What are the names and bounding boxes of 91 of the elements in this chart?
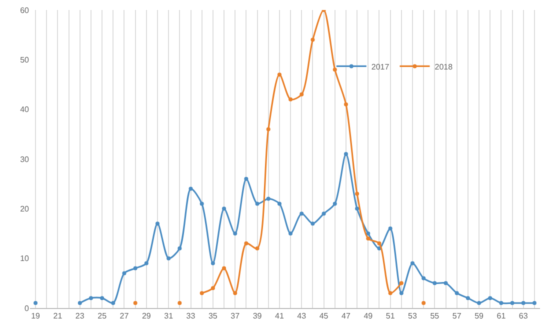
y-tick-label: 40: [20, 105, 30, 114]
x-tick-label: 49: [364, 312, 374, 321]
point: [344, 152, 348, 156]
x-tick-label: 27: [120, 312, 130, 321]
point: [521, 301, 526, 306]
point: [277, 72, 282, 77]
y-tick-label: 30: [20, 154, 30, 164]
point: [288, 97, 293, 102]
point: [366, 232, 370, 236]
x-tick-label: 35: [208, 312, 218, 321]
point: [88, 296, 93, 300]
point: [332, 68, 337, 72]
legend-label: 2017: [371, 62, 390, 72]
point: [322, 212, 326, 216]
point: [244, 241, 248, 246]
y-tick-label: 60: [20, 6, 30, 15]
point: [510, 301, 514, 306]
point: [244, 176, 248, 181]
x-tick-label: 63: [518, 312, 528, 321]
point: [111, 301, 116, 306]
point: [233, 291, 238, 296]
point: [200, 291, 204, 296]
point: [310, 38, 315, 42]
x-tick-label: 21: [53, 312, 63, 321]
point: [499, 301, 504, 306]
point: [133, 266, 138, 270]
point: [310, 222, 315, 226]
x-tick-label: 39: [252, 312, 262, 321]
x-tick-label: 59: [474, 312, 484, 321]
point: [266, 127, 270, 132]
y-tick-label: 20: [20, 204, 30, 214]
point: [399, 291, 404, 296]
point: [532, 301, 536, 306]
point: [255, 202, 260, 206]
x-tick-label: 61: [496, 312, 506, 321]
x-tick-label: 19: [31, 312, 41, 321]
point: [210, 286, 215, 290]
point: [100, 296, 104, 300]
point: [377, 241, 382, 246]
x-tick-label: 43: [297, 312, 307, 321]
legend-label: 2018: [434, 62, 454, 72]
point: [233, 232, 238, 236]
x-tick-label: 41: [275, 312, 284, 321]
x-tick-label: 51: [386, 312, 396, 321]
point: [288, 232, 293, 236]
x-tick-label: 33: [186, 312, 196, 321]
x-tick-label: 37: [230, 312, 240, 321]
point: [410, 261, 414, 266]
point: [200, 202, 204, 206]
point: [300, 92, 304, 96]
point: [222, 266, 226, 270]
point: [355, 206, 360, 211]
point: [78, 301, 82, 306]
y-tick-label: 10: [20, 254, 30, 264]
x-tick-label: 45: [319, 312, 329, 321]
x-tick-label: 55: [430, 312, 440, 321]
point: [399, 281, 404, 286]
point: [332, 202, 337, 206]
x-tick-label: 57: [452, 312, 462, 321]
point: [366, 236, 370, 240]
point: [266, 196, 270, 201]
y-tick-label: 50: [20, 55, 30, 64]
x-tick-label: 29: [142, 312, 152, 321]
point: [388, 226, 392, 231]
point: [454, 291, 459, 296]
point: [255, 246, 260, 250]
point: [156, 222, 160, 226]
point: [422, 276, 426, 280]
point: [222, 206, 226, 211]
point: [300, 212, 304, 216]
point: [444, 281, 448, 286]
point: [178, 246, 182, 250]
x-tick-label: 47: [342, 312, 351, 321]
point: [122, 271, 126, 276]
point: [277, 202, 282, 206]
x-tick-label: 25: [98, 312, 108, 321]
point: [166, 256, 171, 260]
x-tick-label: 53: [408, 312, 418, 321]
point: [344, 102, 348, 106]
x-tick-label: 31: [164, 312, 174, 321]
y-tick-label: 0: [24, 304, 30, 313]
point: [188, 186, 193, 191]
point: [488, 296, 492, 300]
point: [477, 301, 482, 306]
point: [466, 296, 470, 300]
point: [355, 192, 360, 196]
point: [210, 261, 215, 266]
point: [432, 281, 437, 286]
point: [144, 261, 148, 266]
x-tick-label: 23: [75, 312, 85, 321]
point: [388, 291, 392, 296]
